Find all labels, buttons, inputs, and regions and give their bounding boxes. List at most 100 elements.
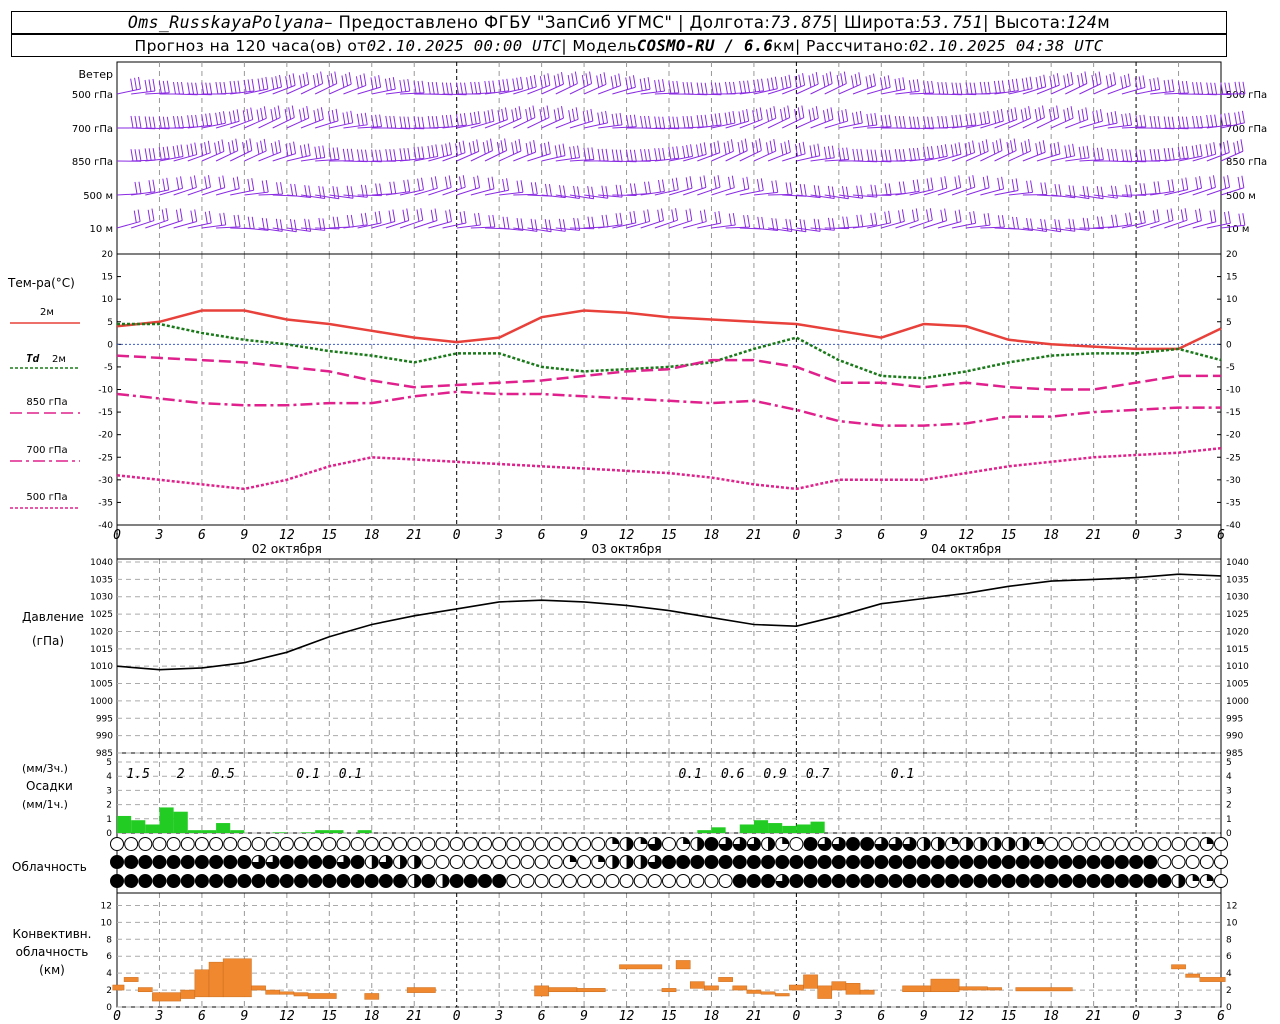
- wind-barb-feather: [190, 143, 194, 156]
- wind-barb-feather: [175, 209, 179, 222]
- wind-barb-feather: [392, 209, 396, 222]
- provider-text: – Предоставлено ФГБУ "ЗапСиб УГМС" | Дол…: [324, 13, 771, 32]
- cloud-circle: [803, 837, 818, 851]
- wind-barb-feather: [133, 210, 137, 223]
- wind-barb-feather: [528, 107, 532, 120]
- latitude-value: 53.751: [920, 13, 983, 32]
- wind-barb-feather: [161, 209, 165, 222]
- wind-barb-feather: [492, 214, 496, 228]
- wind-barb: [1036, 73, 1060, 95]
- cloud-cover-symbol: [209, 837, 224, 851]
- wind-barb: [626, 149, 652, 162]
- wind-barb-feather: [979, 112, 983, 125]
- wind-barb-feather: [978, 142, 982, 155]
- cloud-half: [612, 855, 619, 869]
- cloud-circle: [237, 874, 252, 888]
- cloud-circle: [987, 855, 1002, 869]
- wind-barb-feather: [553, 109, 557, 122]
- time-tick-label: 9: [580, 528, 588, 543]
- cloud-circle: [1072, 855, 1087, 869]
- cloud-cover-symbol: [959, 837, 974, 851]
- wind-barb-feather: [346, 111, 350, 124]
- cloud-cover-symbol: [902, 837, 917, 851]
- wind-barb-feather: [1223, 141, 1227, 154]
- cloud-cover-symbol: [393, 837, 408, 851]
- wind-barb-feather: [1013, 138, 1017, 151]
- precip-bar: [357, 830, 372, 833]
- cloud-cover-symbol: [265, 874, 280, 888]
- wind-barb-feather: [327, 74, 331, 88]
- wind-barb: [1178, 208, 1202, 229]
- wind-barb: [683, 142, 707, 162]
- wind-barb: [838, 110, 863, 129]
- wind-barb-feather: [908, 80, 912, 93]
- precip-bar: [711, 827, 726, 833]
- wind-barb: [1178, 82, 1204, 95]
- wind-barb-feather: [474, 81, 478, 95]
- wind-barb-feather: [222, 111, 226, 124]
- wind-barb-feather: [274, 141, 278, 154]
- wind-barb-feather: [794, 76, 798, 89]
- wind-barb-feather: [1001, 176, 1005, 189]
- wind-barb: [187, 82, 213, 96]
- wind-barb-shaft: [824, 120, 848, 129]
- cloud-cover-symbol: [1143, 874, 1158, 888]
- wind-barb-feather: [1181, 146, 1185, 159]
- wind-barb-feather: [547, 73, 551, 86]
- wind-barb-feather: [207, 140, 211, 153]
- wind-barb-feather: [560, 72, 564, 85]
- wind-barb-feather: [601, 111, 605, 124]
- cloud-circle: [1214, 874, 1228, 888]
- wind-barb-feather: [671, 209, 675, 222]
- conv-cloud-bar: [817, 985, 833, 999]
- wind-barb-feather: [741, 140, 745, 153]
- wind-barb: [697, 175, 721, 196]
- cloud-circle: [860, 837, 875, 851]
- wind-title: Ветер: [79, 68, 113, 81]
- wind-barb-feather: [1139, 149, 1143, 162]
- cloud-cover-symbol: [1015, 837, 1030, 851]
- precip-bar: [159, 807, 174, 833]
- wind-barb: [428, 175, 452, 196]
- cloud-cover-symbol: [463, 874, 478, 888]
- conv-ytick-label: 6: [106, 952, 112, 962]
- wind-barb-feather: [318, 146, 322, 159]
- wind-barb-feather: [302, 107, 306, 120]
- cloud-circle: [421, 874, 436, 888]
- wind-barb: [767, 140, 791, 162]
- wind-barb-feather: [514, 140, 518, 153]
- wind-barb: [697, 211, 722, 229]
- cloud-cover-symbol: [1185, 837, 1200, 851]
- cloud-cover-symbol: [1086, 837, 1101, 851]
- wind-barb-feather: [605, 110, 609, 123]
- wind-barb-feather: [699, 210, 703, 223]
- cloud-cover-symbol: [562, 855, 577, 869]
- wind-barb-feather: [817, 219, 821, 232]
- wind-barb: [1220, 110, 1245, 129]
- wind-barb-feather: [1011, 179, 1015, 192]
- cloud-cover-symbol: [548, 837, 563, 851]
- wind-barb-shaft: [201, 150, 225, 162]
- wind-barb-feather: [927, 81, 931, 94]
- precip-ytick-label: 4: [106, 772, 112, 782]
- wind-barb-feather: [997, 177, 1001, 190]
- wind-barb: [1107, 212, 1133, 229]
- wind-barb-feather: [1236, 140, 1240, 153]
- wind-barb-shaft: [1093, 194, 1118, 199]
- wind-barb: [145, 146, 170, 162]
- wind-barb-feather: [1153, 78, 1157, 91]
- wind-barb: [1008, 76, 1033, 95]
- wind-barb-feather: [134, 77, 138, 90]
- temp-series-line: [116, 390, 1221, 427]
- wind-barb-feather: [632, 75, 636, 88]
- cloud-cover-symbol: [888, 874, 903, 888]
- wind-barb-feather: [488, 80, 492, 93]
- wind-barb-feather: [775, 218, 779, 231]
- wind-barb-feather: [1200, 115, 1204, 129]
- wind-barb-feather: [172, 145, 176, 159]
- cloud-circle: [194, 855, 209, 869]
- temp-ytick-label-right: 5: [1226, 318, 1232, 328]
- wind-barb-feather: [766, 109, 770, 122]
- model-name: COSMO-RU / 6.6: [636, 36, 774, 55]
- wind-barb-feather: [743, 215, 747, 228]
